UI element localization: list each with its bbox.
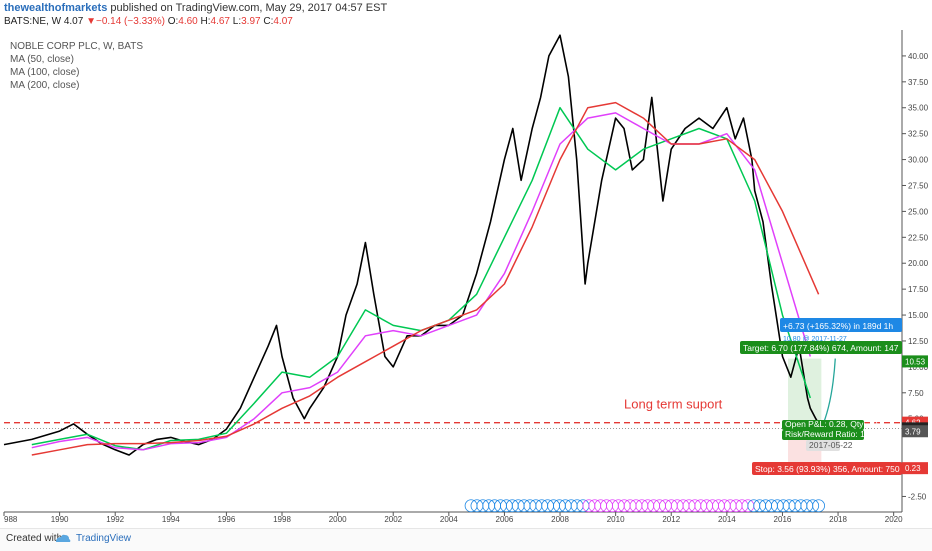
y-tick-label: 30.00 xyxy=(908,156,929,165)
event-marker[interactable] xyxy=(812,499,825,513)
x-tick-label: 2008 xyxy=(551,515,569,524)
tradingview-brand[interactable]: TradingView xyxy=(76,533,132,544)
y-tick-label: 40.00 xyxy=(908,52,929,61)
y-tick-label: 27.50 xyxy=(908,181,929,190)
y-tick-label: 25.00 xyxy=(908,207,929,216)
y-tick-label: 20.00 xyxy=(908,259,929,268)
x-tick-label: 2012 xyxy=(662,515,680,524)
date-label-text: 2017-05-22 xyxy=(809,440,853,450)
x-tick-label: 1994 xyxy=(162,515,180,524)
price-badge-label: 3.79 xyxy=(905,427,921,436)
open-pl-label-text: Open P&L: 0.28, Qty: 70 xyxy=(785,419,878,429)
target-label-text: Target: 6.70 (177.84%) 674, Amount: 147 xyxy=(743,343,899,353)
publish-line: thewealthofmarkets published on TradingV… xyxy=(4,2,387,14)
symbol: BATS:NE, W xyxy=(4,16,62,27)
stop-label-text: Stop: 3.56 (93.93%) 356, Amount: 750 xyxy=(755,464,900,474)
last-price: 4.07 xyxy=(63,16,84,27)
date-label-box[interactable] xyxy=(806,440,840,451)
target-label-box[interactable] xyxy=(740,341,902,354)
y-tick-label: 17.50 xyxy=(908,285,929,294)
risk-reward-label-box[interactable] xyxy=(782,430,864,440)
price-badge-label: 0.23 xyxy=(905,464,921,473)
x-tick-label: 988 xyxy=(4,515,18,524)
price-badge xyxy=(902,462,928,475)
created-with-text: Created with xyxy=(6,533,63,544)
tradingview-logo-icon xyxy=(56,534,71,542)
stop-label-box[interactable] xyxy=(752,462,902,475)
series-ma200 xyxy=(31,101,820,456)
target-zone[interactable] xyxy=(788,358,822,429)
open-label: O: xyxy=(167,16,179,27)
support-label: Long term suport xyxy=(624,397,723,412)
measure-arrow xyxy=(820,358,836,429)
high-label: H: xyxy=(200,16,211,27)
price-chart[interactable]: 40.00 37.50 35.00 32.50 30.00 27.50 25.00 22.50… xyxy=(0,28,932,528)
y-tick-label: 12.50 xyxy=(908,337,929,346)
y-tick-label: 7.50 xyxy=(908,389,924,398)
low-label: L: xyxy=(232,16,242,27)
x-tick-label: 1990 xyxy=(51,515,69,524)
x-tick-label: 1998 xyxy=(273,515,291,524)
measure-sub: 10.80 @ 2017-11-27 xyxy=(783,336,847,343)
indicator-legend: NOBLE CORP PLC, W, BATS MA (50, close) M… xyxy=(10,40,143,92)
close-value: 4.07 xyxy=(273,16,293,27)
risk-reward-label-text: Risk/Reward Ratio: 1.89 xyxy=(785,429,877,439)
open-value: 4.60 xyxy=(178,16,198,27)
high-value: 4.67 xyxy=(210,16,230,27)
y-tick-label: 37.50 xyxy=(908,78,929,87)
price-badge xyxy=(902,425,928,438)
legend-ma50[interactable]: MA (50, close) xyxy=(10,54,74,65)
close-label: C: xyxy=(263,16,274,27)
open-pl-label-box[interactable] xyxy=(782,420,864,430)
low-value: 3.97 xyxy=(241,16,261,27)
symbol-line: BATS:NE, W 4.07 ▼−0.14 (−3.33%) O:4.60 H… xyxy=(4,16,293,27)
publish-info: published on TradingView.com, May 29, 20… xyxy=(110,2,388,14)
x-tick-label: 2000 xyxy=(329,515,347,524)
author-link[interactable]: thewealthofmarkets xyxy=(4,2,108,14)
price-badge xyxy=(902,355,928,368)
x-tick-label: 1996 xyxy=(218,515,236,524)
y-tick-label: 32.50 xyxy=(908,130,929,139)
x-tick-label: 2014 xyxy=(718,515,736,524)
legend-title: NOBLE CORP PLC, W, BATS xyxy=(10,41,143,52)
x-tick-label: 1992 xyxy=(106,515,124,524)
y-tick-label: 35.00 xyxy=(908,104,929,113)
x-tick-label: 2006 xyxy=(496,515,514,524)
change-value: ▼−0.14 (−3.33%) xyxy=(86,16,165,27)
measure-label-box[interactable] xyxy=(780,318,902,332)
x-tick-label: 2016 xyxy=(774,515,792,524)
x-tick-label: 2004 xyxy=(440,515,458,524)
x-tick-label: 2010 xyxy=(607,515,625,524)
event-marker[interactable] xyxy=(806,499,820,513)
measure-label-text: +6.73 (+165.32%) in 189d 1h xyxy=(783,321,893,331)
y-tick-label: 15.00 xyxy=(908,311,929,320)
y-tick-label: -2.50 xyxy=(908,492,927,501)
legend-ma100[interactable]: MA (100, close) xyxy=(10,67,80,78)
y-tick-label: 22.50 xyxy=(908,233,929,242)
x-tick-label: 2020 xyxy=(885,515,903,524)
x-tick-label: 2018 xyxy=(829,515,847,524)
header: thewealthofmarkets published on TradingV… xyxy=(0,0,932,30)
footer: Created with TradingView xyxy=(0,528,932,551)
price-badge-label: 10.53 xyxy=(905,357,926,366)
legend-ma200[interactable]: MA (200, close) xyxy=(10,80,80,91)
x-tick-label: 2002 xyxy=(384,515,402,524)
series-price xyxy=(3,34,823,456)
